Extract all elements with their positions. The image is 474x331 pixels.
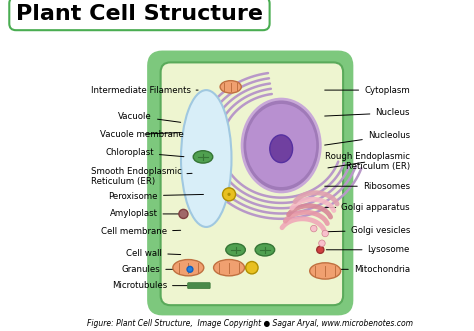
Ellipse shape — [173, 260, 204, 276]
Ellipse shape — [222, 188, 236, 201]
Ellipse shape — [228, 193, 231, 196]
Text: Granules: Granules — [121, 265, 187, 274]
Text: Nucleolus: Nucleolus — [325, 131, 410, 145]
FancyBboxPatch shape — [188, 283, 210, 289]
Text: Smooth Endoplasmic
Reticulum (ER): Smooth Endoplasmic Reticulum (ER) — [91, 167, 192, 186]
Ellipse shape — [193, 151, 213, 163]
Text: Vacuole membrane: Vacuole membrane — [100, 130, 184, 139]
Text: Intermediate Filaments: Intermediate Filaments — [91, 86, 198, 95]
Text: Vacuole: Vacuole — [118, 112, 181, 122]
Ellipse shape — [242, 99, 320, 192]
Ellipse shape — [310, 225, 317, 232]
Text: Cell wall: Cell wall — [127, 249, 181, 258]
Text: Nucleus: Nucleus — [325, 109, 410, 118]
Ellipse shape — [322, 230, 328, 237]
Ellipse shape — [317, 246, 324, 253]
Ellipse shape — [187, 266, 193, 272]
Text: Mitochondria: Mitochondria — [325, 265, 410, 274]
Text: Cell membrane: Cell membrane — [101, 227, 181, 236]
Text: Chloroplast: Chloroplast — [105, 148, 184, 157]
Text: Figure: Plant Cell Structure,  Image Copyright ● Sagar Aryal, www.microbenotes.c: Figure: Plant Cell Structure, Image Copy… — [87, 319, 413, 328]
Text: Lysosome: Lysosome — [326, 245, 410, 254]
Ellipse shape — [246, 104, 316, 187]
Ellipse shape — [220, 81, 241, 93]
Text: Cytoplasm: Cytoplasm — [325, 86, 410, 95]
Text: Peroxisome: Peroxisome — [109, 192, 203, 201]
FancyBboxPatch shape — [161, 63, 343, 305]
Ellipse shape — [226, 244, 246, 256]
Ellipse shape — [214, 260, 245, 276]
Ellipse shape — [246, 261, 258, 274]
Ellipse shape — [270, 135, 292, 163]
Ellipse shape — [319, 240, 325, 247]
Text: Golgi vesicles: Golgi vesicles — [325, 226, 410, 235]
Text: Plant Cell Structure: Plant Cell Structure — [16, 4, 263, 24]
Text: Ribosomes: Ribosomes — [325, 182, 410, 191]
Text: Amyloplast: Amyloplast — [109, 210, 184, 218]
Ellipse shape — [179, 210, 188, 218]
Text: Microtubules: Microtubules — [112, 281, 187, 290]
Ellipse shape — [181, 90, 231, 227]
Text: Rough Endoplasmic
Reticulum (ER): Rough Endoplasmic Reticulum (ER) — [325, 152, 410, 171]
Ellipse shape — [310, 263, 341, 279]
Text: Golgi apparatus: Golgi apparatus — [325, 203, 410, 212]
FancyBboxPatch shape — [149, 53, 351, 313]
Ellipse shape — [255, 244, 274, 256]
